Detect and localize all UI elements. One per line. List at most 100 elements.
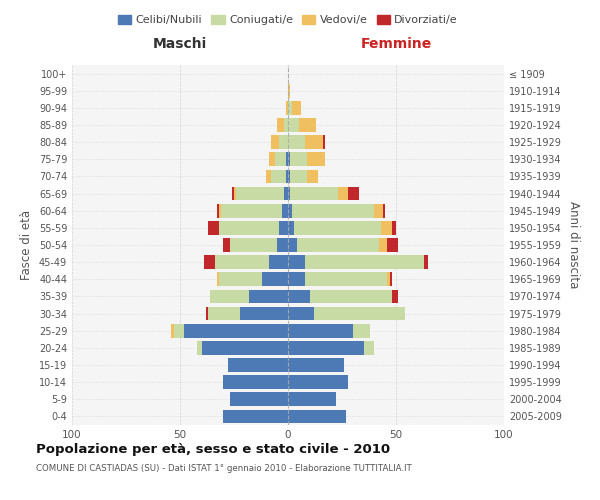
Bar [338,186,349,200]
Bar [288,392,335,406]
Bar [208,306,241,320]
Bar [305,136,323,149]
Bar [234,186,236,200]
Bar [349,186,359,200]
Bar [288,306,314,320]
Y-axis label: Anni di nascita: Anni di nascita [567,202,580,288]
Bar [230,392,288,406]
Bar [208,221,219,234]
Bar [219,272,262,286]
Bar [223,410,288,424]
Text: COMUNE DI CASTIADAS (SU) - Dati ISTAT 1° gennaio 2010 - Elaborazione TUTTITALIA.: COMUNE DI CASTIADAS (SU) - Dati ISTAT 1°… [36,464,412,473]
Bar [277,238,288,252]
Bar [381,221,392,234]
Bar [288,256,305,269]
Bar [292,101,301,114]
Bar [284,186,288,200]
Bar [290,170,307,183]
Bar [288,204,292,218]
Bar [197,341,202,354]
Legend: Celibi/Nubili, Coniugati/e, Vedovi/e, Divorziati/e: Celibi/Nubili, Coniugati/e, Vedovi/e, Di… [113,10,463,30]
Bar [288,186,290,200]
Bar [206,306,208,320]
Text: Femmine: Femmine [361,38,431,52]
Bar [314,306,404,320]
Bar [286,170,288,183]
Bar [307,152,325,166]
Bar [288,341,364,354]
Bar [202,341,288,354]
Bar [288,136,305,149]
Bar [299,118,316,132]
Y-axis label: Fasce di età: Fasce di età [20,210,33,280]
Bar [172,324,173,338]
Bar [290,152,307,166]
Bar [215,256,269,269]
Bar [288,324,353,338]
Bar [223,238,230,252]
Bar [364,341,374,354]
Bar [288,238,296,252]
Bar [280,136,288,149]
Bar [288,152,290,166]
Bar [277,118,284,132]
Bar [389,272,392,286]
Bar [269,256,288,269]
Bar [269,152,275,166]
Bar [392,290,398,304]
Bar [232,186,234,200]
Bar [288,118,299,132]
Bar [266,170,271,183]
Bar [288,272,305,286]
Bar [223,376,288,389]
Bar [271,170,286,183]
Bar [288,290,310,304]
Text: Popolazione per età, sesso e stato civile - 2010: Popolazione per età, sesso e stato civil… [36,442,390,456]
Bar [288,410,346,424]
Bar [310,290,392,304]
Bar [295,221,381,234]
Bar [227,358,288,372]
Bar [217,272,219,286]
Bar [204,256,215,269]
Bar [210,290,249,304]
Bar [286,152,288,166]
Bar [288,358,344,372]
Bar [305,272,388,286]
Bar [392,221,396,234]
Bar [307,170,318,183]
Bar [219,221,280,234]
Bar [353,324,370,338]
Bar [374,204,383,218]
Bar [288,101,292,114]
Bar [424,256,428,269]
Bar [286,101,288,114]
Bar [288,84,290,98]
Bar [184,324,288,338]
Bar [388,238,398,252]
Bar [173,324,184,338]
Bar [281,204,288,218]
Bar [388,272,389,286]
Bar [379,238,388,252]
Bar [241,306,288,320]
Bar [296,238,379,252]
Bar [249,290,288,304]
Bar [288,170,290,183]
Bar [290,186,338,200]
Bar [288,376,349,389]
Bar [271,136,280,149]
Bar [236,186,284,200]
Text: Maschi: Maschi [153,38,207,52]
Bar [217,204,219,218]
Bar [275,152,286,166]
Bar [383,204,385,218]
Bar [292,204,374,218]
Bar [284,118,288,132]
Bar [305,256,424,269]
Bar [288,221,295,234]
Bar [323,136,325,149]
Bar [221,204,281,218]
Bar [262,272,288,286]
Bar [280,221,288,234]
